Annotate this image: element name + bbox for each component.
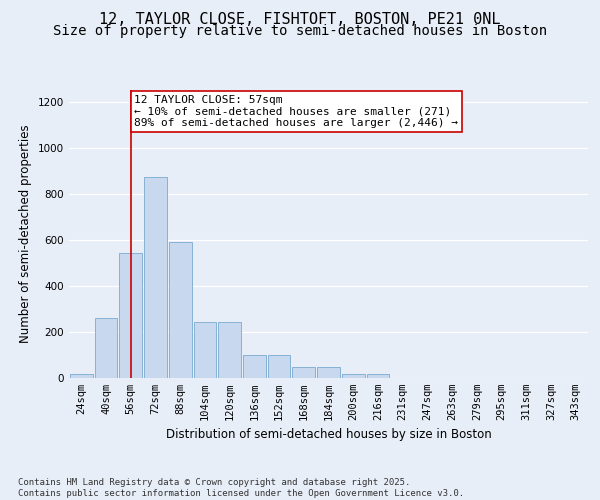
Bar [119, 254, 142, 378]
Bar [268, 354, 290, 378]
Bar [317, 367, 340, 378]
Bar [144, 178, 167, 378]
Bar [367, 374, 389, 378]
Bar [342, 374, 365, 378]
Text: 12 TAYLOR CLOSE: 57sqm
← 10% of semi-detached houses are smaller (271)
89% of se: 12 TAYLOR CLOSE: 57sqm ← 10% of semi-det… [134, 94, 458, 128]
Bar [243, 354, 266, 378]
Y-axis label: Number of semi-detached properties: Number of semi-detached properties [19, 124, 32, 343]
Bar [70, 374, 93, 378]
Text: Size of property relative to semi-detached houses in Boston: Size of property relative to semi-detach… [53, 24, 547, 38]
Bar [218, 322, 241, 378]
Bar [169, 242, 191, 378]
Bar [95, 318, 118, 378]
Text: Contains HM Land Registry data © Crown copyright and database right 2025.
Contai: Contains HM Land Registry data © Crown c… [18, 478, 464, 498]
Text: 12, TAYLOR CLOSE, FISHTOFT, BOSTON, PE21 0NL: 12, TAYLOR CLOSE, FISHTOFT, BOSTON, PE21… [99, 12, 501, 28]
Bar [292, 367, 315, 378]
Bar [194, 322, 216, 378]
X-axis label: Distribution of semi-detached houses by size in Boston: Distribution of semi-detached houses by … [166, 428, 491, 441]
